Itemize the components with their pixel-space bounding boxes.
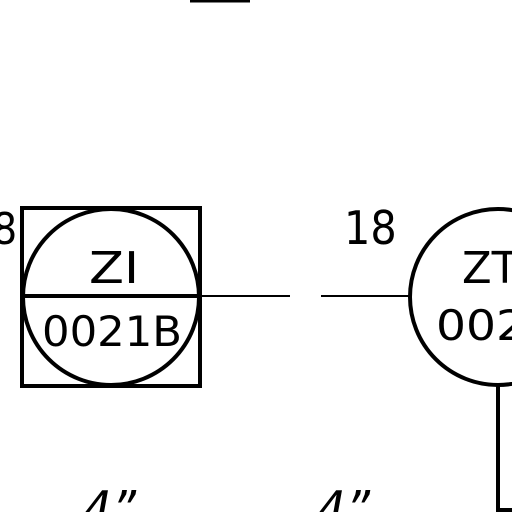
instrument-zi-tag-letters: ZI [89,243,139,294]
instrument-zt: 18 ZT 002 [344,201,512,512]
instrument-zi-left-label: 8 [0,204,17,255]
instrument-zt-tag-letters: ZT [462,243,512,294]
instrument-zi-tag-number: 0021B [42,307,182,356]
instrument-zt-left-label: 18 [344,201,397,255]
instrument-zt-circle [408,207,512,387]
dimension-label-left: 4” [82,481,137,512]
instrument-zi: 8 ZI 0021B [0,204,202,388]
dimension-label-right: 4” [316,481,371,512]
instrument-zt-tag-number: 002 [436,301,512,350]
